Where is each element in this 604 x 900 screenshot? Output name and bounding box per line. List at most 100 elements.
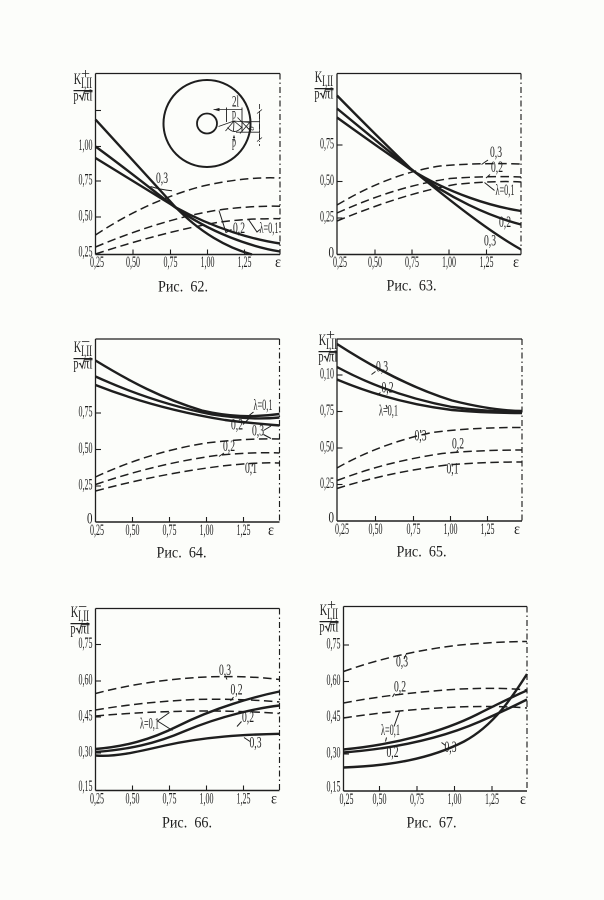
- svg-text:0,45: 0,45: [327, 708, 341, 725]
- svg-text:0: 0: [329, 245, 335, 262]
- svg-text:0,25: 0,25: [333, 254, 347, 271]
- svg-text:+: +: [326, 327, 335, 344]
- svg-text:0,2: 0,2: [233, 220, 245, 237]
- svg-text:I,II: I,II: [78, 608, 89, 625]
- svg-text:ε: ε: [271, 791, 277, 808]
- svg-text:0,75: 0,75: [327, 636, 341, 653]
- svg-text:1,00: 1,00: [444, 521, 458, 538]
- svg-text:λ=0,1: λ=0,1: [260, 220, 279, 237]
- svg-text:1,25: 1,25: [481, 521, 495, 538]
- svg-text:0,50: 0,50: [79, 208, 93, 225]
- svg-text:K: K: [74, 339, 82, 356]
- svg-text:+: +: [81, 66, 90, 83]
- svg-text:0,75: 0,75: [163, 522, 177, 539]
- svg-text:K: K: [71, 604, 79, 621]
- svg-text:p: p: [71, 620, 76, 637]
- svg-text:1,25: 1,25: [480, 254, 494, 271]
- svg-text:0,25: 0,25: [79, 244, 93, 261]
- svg-text:0,50: 0,50: [368, 254, 382, 271]
- svg-text:0,2: 0,2: [394, 679, 406, 696]
- svg-text:0,60: 0,60: [79, 672, 93, 689]
- svg-text:1,00: 1,00: [200, 791, 214, 808]
- svg-text:λ=0,1: λ=0,1: [496, 182, 515, 199]
- svg-text:1,25: 1,25: [237, 522, 251, 539]
- svg-text:0,75: 0,75: [163, 791, 177, 808]
- svg-text:p: p: [74, 355, 79, 372]
- svg-text:0,3: 0,3: [156, 170, 168, 187]
- svg-text:0,3: 0,3: [484, 233, 496, 250]
- svg-text:+: +: [327, 597, 336, 614]
- svg-text:1,25: 1,25: [485, 791, 499, 808]
- svg-text:1,00: 1,00: [201, 254, 215, 271]
- svg-text:0,25: 0,25: [320, 475, 334, 492]
- svg-text:πl: πl: [330, 618, 339, 635]
- svg-text:I,II: I,II: [322, 73, 333, 90]
- svg-text:λ=0,1: λ=0,1: [254, 397, 273, 414]
- svg-text:I,II: I,II: [81, 343, 92, 360]
- svg-text:p: p: [232, 106, 236, 123]
- svg-text:Рис. 66.: Рис. 66.: [162, 815, 212, 832]
- svg-text:0,75: 0,75: [405, 254, 419, 271]
- svg-text:Рис. 67.: Рис. 67.: [407, 815, 457, 832]
- svg-text:0,60: 0,60: [327, 672, 341, 689]
- svg-text:−: −: [78, 599, 87, 616]
- svg-text:1,25: 1,25: [238, 254, 252, 271]
- svg-text:λ=0,1: λ=0,1: [381, 722, 400, 739]
- svg-text:p: p: [320, 618, 325, 635]
- svg-text:0,3: 0,3: [445, 739, 457, 756]
- svg-text:K: K: [315, 69, 323, 86]
- svg-text:0,15: 0,15: [79, 778, 93, 795]
- svg-text:0,50: 0,50: [126, 254, 140, 271]
- svg-text:0,25: 0,25: [79, 477, 93, 494]
- svg-text:1,00: 1,00: [448, 791, 462, 808]
- svg-text:0,75: 0,75: [407, 521, 421, 538]
- svg-text:0,50: 0,50: [79, 440, 93, 457]
- svg-text:0,3: 0,3: [415, 428, 427, 445]
- svg-text:0,75: 0,75: [79, 404, 93, 421]
- svg-text:1,00: 1,00: [442, 254, 456, 271]
- svg-text:Рис. 64.: Рис. 64.: [157, 545, 207, 562]
- svg-text:0,1: 0,1: [245, 460, 257, 477]
- svg-text:p: p: [232, 134, 236, 151]
- svg-text:0,50: 0,50: [373, 791, 387, 808]
- svg-text:0,3: 0,3: [490, 144, 502, 161]
- svg-text:ε: ε: [268, 522, 274, 539]
- svg-text:0,25: 0,25: [320, 209, 334, 226]
- svg-text:0,2: 0,2: [231, 417, 243, 434]
- svg-text:p: p: [319, 348, 324, 365]
- svg-text:K: K: [74, 71, 82, 88]
- svg-text:0,2: 0,2: [491, 159, 503, 176]
- svg-text:λ=0,1: λ=0,1: [379, 403, 398, 420]
- svg-text:p: p: [74, 87, 79, 104]
- svg-text:ε: ε: [514, 521, 520, 538]
- svg-text:0,2: 0,2: [499, 214, 511, 231]
- svg-text:δ: δ: [246, 126, 256, 131]
- svg-text:0,75: 0,75: [320, 136, 334, 153]
- svg-text:0,75: 0,75: [79, 172, 93, 189]
- svg-text:0,3: 0,3: [376, 359, 388, 376]
- svg-text:I,II: I,II: [326, 336, 337, 353]
- svg-text:0,25: 0,25: [90, 522, 104, 539]
- svg-text:0,25: 0,25: [340, 791, 354, 808]
- svg-text:Рис. 65.: Рис. 65.: [397, 544, 447, 561]
- svg-text:Рис. 62.: Рис. 62.: [158, 279, 208, 296]
- svg-text:λ=0,1: λ=0,1: [140, 716, 159, 733]
- svg-text:0,1: 0,1: [447, 461, 459, 478]
- svg-text:ε: ε: [275, 254, 281, 271]
- svg-text:0: 0: [87, 511, 93, 528]
- svg-text:0,50: 0,50: [320, 439, 334, 456]
- svg-text:0,25: 0,25: [335, 521, 349, 538]
- svg-text:0,75: 0,75: [79, 635, 93, 652]
- svg-text:0,2: 0,2: [223, 438, 235, 455]
- svg-text:0,10: 0,10: [320, 366, 334, 383]
- svg-text:πl: πl: [84, 355, 93, 372]
- svg-text:0,50: 0,50: [126, 522, 140, 539]
- svg-text:K: K: [319, 332, 327, 349]
- svg-text:0,30: 0,30: [327, 745, 341, 762]
- svg-text:0,25: 0,25: [90, 791, 104, 808]
- svg-text:0,15: 0,15: [327, 779, 341, 796]
- svg-text:πl: πl: [325, 85, 334, 102]
- svg-text:Рис. 63.: Рис. 63.: [387, 278, 437, 295]
- svg-text:1,00: 1,00: [79, 137, 93, 154]
- svg-text:K: K: [320, 602, 328, 619]
